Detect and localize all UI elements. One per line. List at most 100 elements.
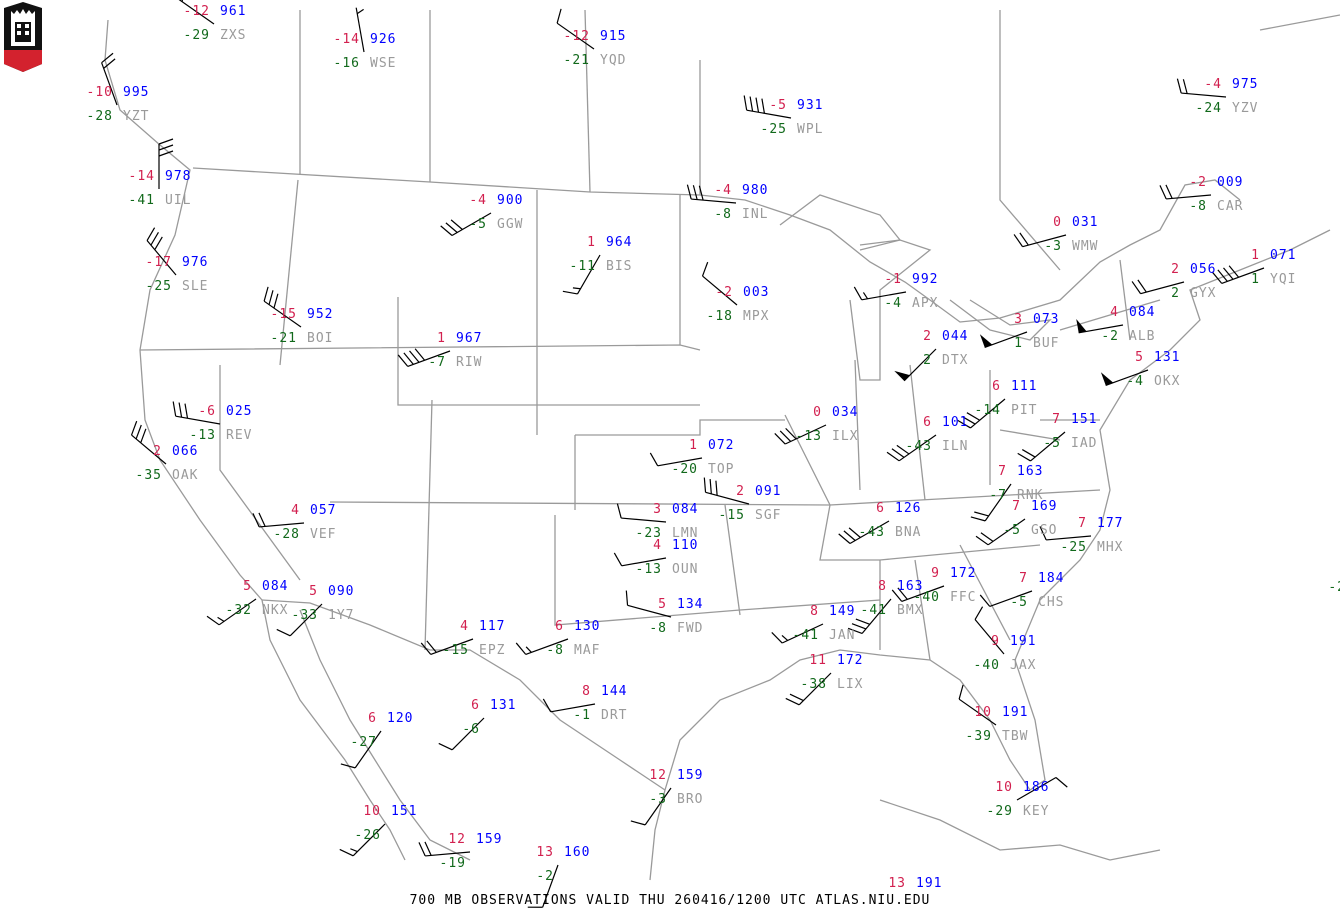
- station-id: LMN: [672, 526, 699, 541]
- station-dewpoint: -13: [795, 429, 822, 444]
- wind-barb-full: [206, 615, 220, 626]
- station-temperature: 1: [587, 235, 596, 250]
- station-height: 071: [1270, 248, 1297, 263]
- wind-barb-full: [252, 513, 260, 528]
- station-temperature: 8: [878, 579, 887, 594]
- station-dewpoint: -21: [270, 331, 297, 346]
- station-dewpoint: -5: [1010, 595, 1028, 610]
- wind-barb-full: [709, 479, 712, 494]
- wind-barb-half: [356, 8, 364, 15]
- wind-barb-full: [158, 138, 174, 145]
- wind-barb-full: [779, 430, 792, 442]
- station-height: 163: [897, 579, 924, 594]
- wind-barb-full: [761, 98, 766, 114]
- station-temperature: 7: [1052, 412, 1061, 427]
- station-temperature: 9: [991, 634, 1000, 649]
- wind-barb-full: [701, 261, 709, 277]
- boundary-line: [1119, 259, 1131, 341]
- wind-barb-staff: [451, 212, 492, 237]
- station-dewpoint: -26: [354, 828, 381, 843]
- wind-barb-staff: [746, 109, 792, 119]
- wind-barb-staff: [901, 585, 945, 602]
- wind-barb-staff: [354, 730, 382, 769]
- wind-barb-staff: [1181, 92, 1227, 98]
- wind-barb-full: [426, 640, 437, 653]
- station-id: BNA: [895, 525, 922, 540]
- wind-barb-staff: [525, 638, 569, 655]
- station-dewpoint: -24: [1195, 101, 1222, 116]
- wind-barb-staff: [644, 787, 672, 826]
- station-dewpoint: -41: [792, 628, 819, 643]
- map-caption: 700 MB OBSERVATIONS VALID THU 260416/120…: [409, 893, 931, 908]
- wind-barb-full: [649, 452, 659, 467]
- station-height: 975: [1232, 77, 1259, 92]
- station-temperature: 6: [923, 415, 932, 430]
- wind-barb-full: [1182, 79, 1188, 94]
- wind-barb-half: [781, 634, 789, 641]
- station-temperature: 4: [653, 538, 662, 553]
- station-height: 131: [490, 698, 517, 713]
- wind-barb-full: [698, 185, 704, 201]
- station-id: OKX: [1154, 374, 1181, 389]
- wind-barb-full: [135, 424, 142, 440]
- boundary-line: [397, 297, 700, 406]
- station-temperature: -10: [86, 85, 113, 100]
- station-id: SGF: [755, 508, 782, 523]
- station-height: 120: [387, 711, 414, 726]
- wind-barb-full: [445, 222, 458, 233]
- wind-barb-full: [616, 503, 622, 519]
- wind-barb-staff: [1105, 369, 1149, 386]
- station-temperature: 1: [437, 331, 446, 346]
- station-id: GYX: [1190, 286, 1217, 301]
- wind-barb-full: [970, 516, 986, 522]
- station-temperature: 2: [153, 444, 162, 459]
- station-height: 101: [942, 415, 969, 430]
- station-temperature: -4: [1204, 77, 1222, 92]
- wind-barb-full: [1055, 777, 1068, 788]
- station-height: 931: [797, 98, 824, 113]
- station-id: INL: [742, 207, 769, 222]
- station-height: 159: [677, 768, 704, 783]
- wind-barb-full: [130, 420, 138, 436]
- station-dewpoint: -1: [573, 708, 591, 723]
- wind-barb-staff: [621, 517, 667, 523]
- station-dewpoint: -15: [442, 643, 469, 658]
- station-height: 117: [479, 619, 506, 634]
- wind-barb-full: [340, 763, 356, 769]
- station-dewpoint: -28: [273, 527, 300, 542]
- station-temperature: 8: [810, 604, 819, 619]
- wind-barb-full: [686, 184, 692, 200]
- wind-barb-staff: [576, 254, 601, 295]
- station-temperature: -14: [333, 32, 360, 47]
- station-height: 980: [742, 183, 769, 198]
- station-id: KEY: [1023, 804, 1050, 819]
- wind-barb-full: [562, 290, 578, 295]
- boundary-line: [1259, 14, 1340, 31]
- station-height: 191: [916, 876, 943, 891]
- wind-barb-staff: [989, 590, 1033, 607]
- wind-barb-full: [103, 58, 116, 69]
- wind-barb-full: [625, 590, 629, 606]
- station-id: 1Y7: [328, 608, 355, 623]
- wind-barb-staff: [898, 434, 937, 462]
- wind-barb-staff: [970, 398, 1006, 429]
- station-id: WMW: [1072, 239, 1099, 254]
- wind-barb-staff: [705, 491, 750, 505]
- station-temperature: 0: [813, 405, 822, 420]
- station-height: 163: [1017, 464, 1044, 479]
- wind-barb-full: [692, 185, 698, 200]
- wind-barb-full: [440, 225, 453, 236]
- wind-barb-staff: [1030, 431, 1066, 462]
- station-height: 151: [391, 804, 418, 819]
- wind-barb-staff: [987, 518, 1026, 546]
- wind-barb-full: [743, 95, 748, 111]
- station-id: MHX: [1097, 540, 1124, 555]
- wind-barb-full: [409, 350, 420, 363]
- station-dewpoint: -5: [1043, 436, 1061, 451]
- wind-barb-full: [263, 286, 269, 302]
- boundary-line: [914, 559, 931, 661]
- boundary-line: [724, 504, 741, 616]
- station-temperature: 2: [1171, 262, 1180, 277]
- station-height: 131: [1154, 350, 1181, 365]
